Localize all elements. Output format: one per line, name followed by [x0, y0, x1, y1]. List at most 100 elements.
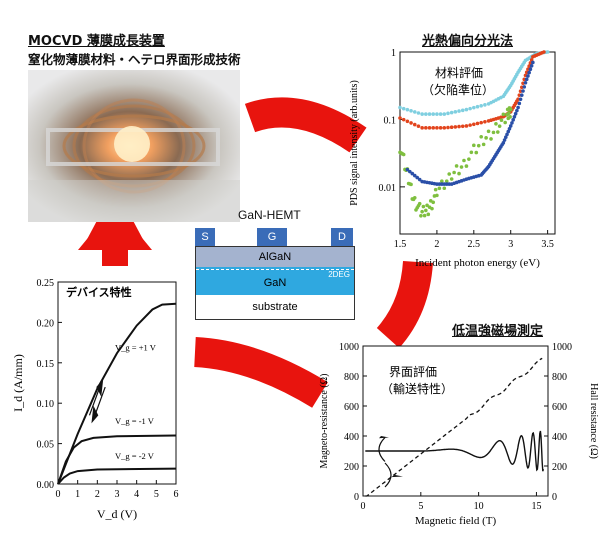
pds-data-point	[435, 112, 439, 116]
pds-data-point	[479, 103, 483, 108]
pds-y-tick-label: 1	[391, 48, 396, 59]
pds-data-point	[435, 182, 439, 186]
device-y-tick-label: 0.15	[37, 359, 55, 370]
magneto-x-tick-label: 0	[361, 501, 366, 512]
mocvd-photo-drawing	[28, 98, 240, 222]
pds-data-point	[417, 201, 422, 206]
pds-data-point	[454, 164, 459, 168]
device-x-tick-label: 2	[95, 489, 100, 500]
pds-data-point	[408, 169, 412, 174]
pds-data-point	[453, 125, 458, 129]
magneto-x-tick-label: 10	[474, 501, 484, 512]
pds-data-point	[545, 50, 550, 54]
magneto-plot-frame	[362, 345, 549, 497]
pds-data-point	[457, 171, 461, 176]
pds-data-point	[501, 141, 506, 145]
pds-data-point	[460, 124, 465, 129]
device-x-tick-label: 6	[174, 489, 179, 500]
pds-data-point	[398, 105, 402, 110]
device-y-tick-label: 0.10	[37, 399, 55, 410]
pds-data-point	[442, 126, 447, 130]
magneto-annotation-line2: （輸送特性）	[381, 381, 453, 396]
magneto-annotation-line1: 界面評価	[389, 364, 437, 379]
pds-data-point	[417, 177, 422, 182]
pds-data-point	[431, 112, 436, 116]
2deg-line	[196, 269, 354, 270]
magneto-y-tick-label-right: 600	[552, 402, 567, 413]
pds-data-point	[433, 187, 438, 192]
pds-data-point	[412, 195, 417, 200]
device-x-tick-label: 3	[115, 489, 120, 500]
pds-data-point	[481, 142, 486, 147]
gan-layer: GaN 2DEG	[195, 267, 355, 296]
pds-data-point	[415, 175, 420, 180]
pds-data-point	[405, 119, 410, 124]
pds-data-point	[510, 121, 514, 125]
magneto-y-tick-label-right: 1000	[552, 342, 572, 353]
pds-data-point	[475, 121, 480, 126]
algan-layer: AlGaN	[195, 246, 355, 268]
device-x-axis-label: V_d (V)	[97, 507, 137, 521]
pds-data-point	[431, 126, 436, 130]
pds-data-point	[468, 123, 472, 127]
pds-data-point	[515, 108, 519, 113]
pds-data-point	[531, 60, 535, 65]
pds-y-tick-label: 0.01	[379, 183, 397, 194]
source-contact: S	[195, 228, 215, 246]
magneto-y-tick-label-left: 600	[344, 402, 359, 413]
device-series-label: V_g = -1 V	[115, 416, 155, 426]
pds-data-point	[424, 208, 428, 213]
pds-data-point	[472, 122, 476, 127]
device-curve	[57, 467, 177, 485]
pds-data-point	[528, 67, 533, 72]
pds-data-point	[495, 130, 500, 134]
device-y-tick-label: 0.05	[37, 440, 55, 451]
pds-data-point	[472, 143, 476, 148]
pds-data-point	[422, 213, 427, 218]
magneto-y-tick-label-left: 400	[344, 432, 359, 443]
curl-arrow-left	[378, 437, 386, 462]
pds-data-point	[507, 126, 512, 131]
pds-data-point	[412, 110, 417, 114]
magneto-y-tick-label-right: 400	[552, 432, 567, 443]
pds-data-point	[440, 179, 444, 183]
device-y-tick-label: 0.20	[37, 318, 55, 329]
pds-data-point	[424, 126, 428, 130]
pds-plot-frame	[399, 51, 556, 235]
substrate-layer: substrate	[195, 295, 355, 320]
device-annotation: デバイス特性	[66, 285, 132, 299]
pds-data-point	[476, 143, 481, 148]
pds-data-point	[479, 134, 483, 139]
pds-section-title: 光熱偏向分光法	[422, 34, 514, 49]
magneto-y-axis-label-right: Hall resistance (Ω)	[588, 383, 599, 459]
pds-data-point	[516, 105, 520, 110]
hemt-title: GaN-HEMT	[238, 208, 301, 222]
pds-data-point	[435, 126, 439, 130]
pds-data-point	[444, 182, 449, 186]
mocvd-title: MOCVD 薄膜成長装置	[28, 34, 165, 49]
pds-data-point	[467, 157, 471, 161]
pds-data-point	[474, 150, 479, 155]
pds-data-point	[405, 167, 410, 172]
magneto-y-axis-label-left: Magneto-resistance (Ω)	[319, 374, 330, 469]
device-y-tick-label: 0.25	[37, 278, 55, 289]
pds-data-point	[457, 109, 461, 113]
pds-data-point	[440, 182, 444, 186]
pds-data-point	[479, 120, 483, 125]
pds-data-point	[484, 136, 488, 140]
pds-data-point	[497, 124, 502, 128]
pds-data-point	[412, 122, 417, 127]
pds-data-point	[457, 124, 461, 129]
pds-data-point	[521, 89, 525, 93]
pds-data-point	[453, 110, 458, 114]
pds-data-point	[502, 138, 507, 142]
magneto-y-tick-label-left: 800	[344, 372, 359, 383]
pds-data-point	[508, 124, 513, 128]
pds-x-tick-label: 1.5	[394, 239, 407, 250]
pds-data-point	[526, 74, 530, 78]
pds-data-point	[424, 112, 428, 116]
pds-data-point	[542, 50, 546, 54]
pds-data-point	[425, 203, 429, 208]
pds-data-point	[401, 106, 406, 111]
pds-data-point	[486, 129, 491, 134]
